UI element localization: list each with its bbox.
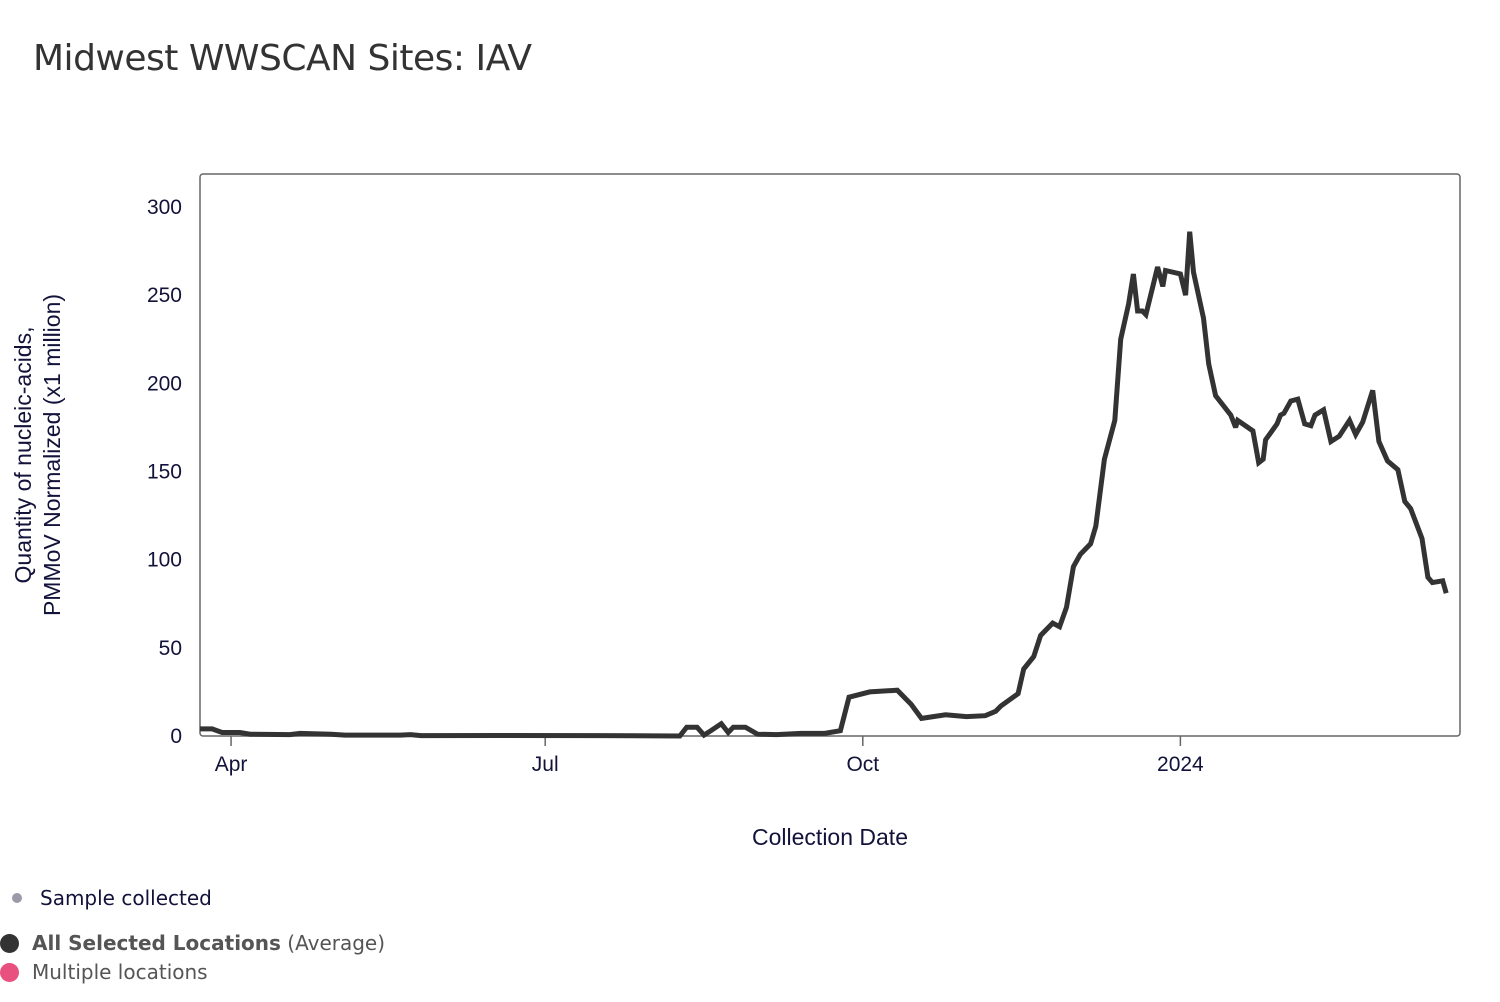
legend-label: Multiple locations [32, 960, 208, 984]
legend-label-bold: All Selected Locations [32, 931, 281, 955]
average-dot-icon [0, 933, 19, 953]
x-tick-label: Apr [215, 753, 248, 776]
x-tick-label: Oct [846, 753, 879, 776]
x-tick-label: 2024 [1157, 753, 1204, 776]
y-tick-label: 0 [170, 725, 182, 748]
y-tick-label: 150 [147, 461, 182, 484]
y-tick-label: 300 [147, 196, 182, 219]
legend-label-suffix: (Average) [287, 931, 386, 955]
sample-dot-icon [12, 893, 22, 903]
legend-multiple-locations[interactable]: Multiple locations [0, 960, 208, 984]
legend-sample-collected[interactable]: Sample collected [12, 886, 212, 910]
chart-title: Midwest WWSCAN Sites: IAV [33, 38, 532, 79]
series-line-average[interactable] [200, 231, 1449, 739]
x-tick-label: Jul [532, 753, 559, 776]
y-tick-label: 50 [159, 637, 182, 660]
y-tick-label: 250 [147, 284, 182, 307]
multiple-dot-icon [0, 962, 19, 982]
y-axis-title-line2: PMMoV Normalized (x1 million) [39, 294, 65, 616]
legend-all-selected-locations[interactable]: All Selected Locations (Average) [0, 931, 385, 955]
y-tick-label: 100 [147, 549, 182, 572]
x-axis-title: Collection Date [752, 824, 908, 850]
y-tick-label: 200 [147, 372, 182, 395]
plot-frame [199, 173, 1461, 737]
legend-label: Sample collected [40, 886, 212, 910]
y-axis-title-line1: Quantity of nucleic-acids, [10, 327, 36, 584]
